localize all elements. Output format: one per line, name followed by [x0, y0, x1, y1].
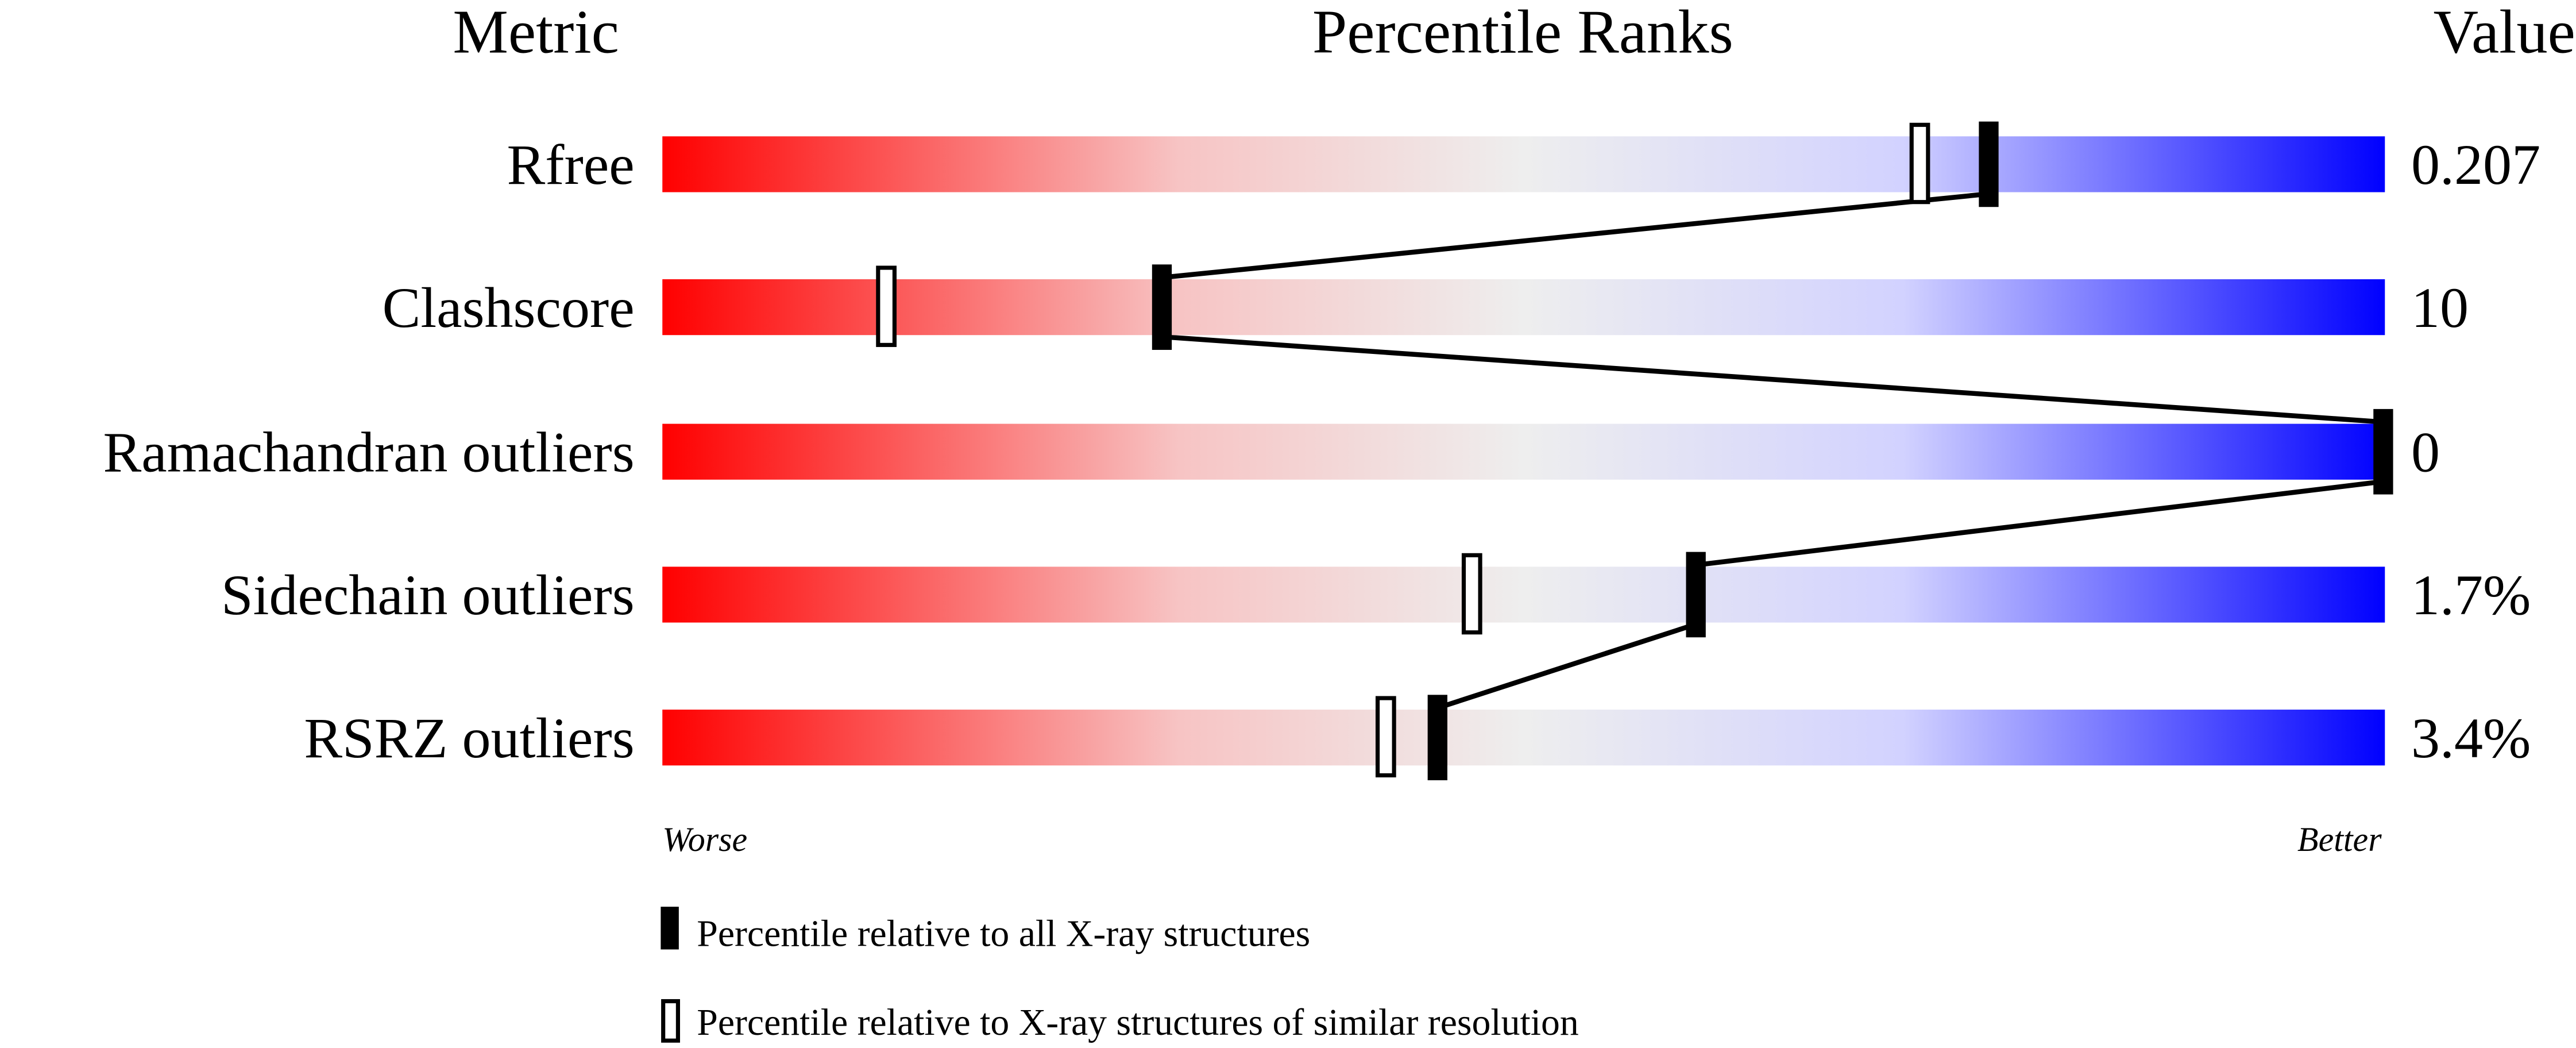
- marker-similar-rfree: [1909, 122, 1930, 205]
- marker-similar-clashscore: [876, 265, 897, 347]
- connector-line: [1161, 334, 2385, 425]
- marker-all-rsrz-outliers: [1427, 695, 1447, 780]
- legend-filled-marker: [661, 907, 679, 950]
- bar-rsrz-outliers: [662, 710, 2385, 766]
- connector-line: [1436, 622, 1697, 711]
- header-percentile-ranks: Percentile Ranks: [1312, 0, 1733, 66]
- metric-label-sidechain-outliers: Sidechain outliers: [221, 563, 635, 627]
- bar-sidechain-outliers: [662, 567, 2385, 623]
- metric-label-ramachandran-outliers: Ramachandran outliers: [103, 421, 635, 484]
- connector-line: [1696, 479, 2385, 568]
- marker-similar-rsrz-outliers: [1375, 696, 1396, 777]
- legend-hollow-label: Percentile relative to X-ray structures …: [697, 1001, 1578, 1043]
- header-value: Value: [2434, 0, 2575, 66]
- bar-ramachandran-outliers: [662, 423, 2385, 480]
- header-metric: Metric: [453, 0, 619, 66]
- legend-filled-label: Percentile relative to all X-ray structu…: [697, 913, 1310, 955]
- legend-hollow-marker: [661, 999, 680, 1043]
- metric-value-clashscore: 10: [2411, 276, 2469, 340]
- connector-line: [1161, 191, 1989, 280]
- metric-value-rfree: 0.207: [2411, 133, 2540, 196]
- marker-all-ramachandran-outliers: [2373, 409, 2393, 495]
- metric-label-clashscore: Clashscore: [383, 276, 635, 340]
- axis-label-better: Better: [2297, 820, 2382, 858]
- bar-clashscore: [662, 279, 2385, 336]
- bar-rfree: [662, 136, 2385, 192]
- metric-value-rsrz-outliers: 3.4%: [2411, 706, 2531, 770]
- marker-all-rfree: [1979, 121, 1999, 207]
- axis-label-worse: Worse: [662, 820, 747, 858]
- metric-value-ramachandran-outliers: 0: [2411, 421, 2440, 484]
- metric-label-rsrz-outliers: RSRZ outliers: [304, 706, 634, 770]
- metric-value-sidechain-outliers: 1.7%: [2411, 563, 2531, 627]
- marker-all-clashscore: [1152, 264, 1172, 350]
- marker-all-sidechain-outliers: [1686, 552, 1706, 638]
- metric-label-rfree: Rfree: [507, 133, 634, 196]
- marker-similar-sidechain-outliers: [1461, 553, 1482, 635]
